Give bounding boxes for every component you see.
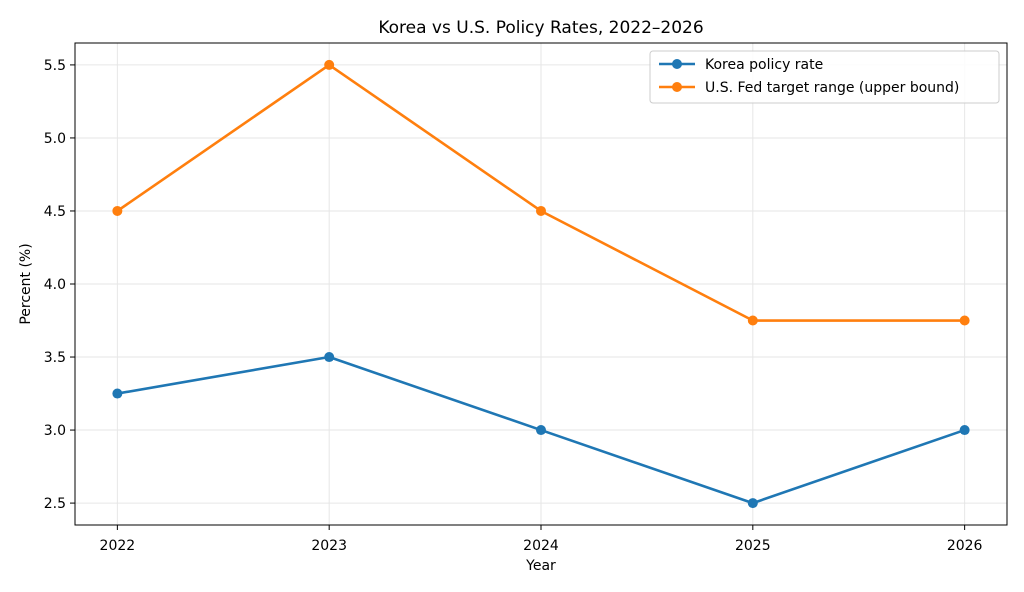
data-point-series-1	[959, 425, 970, 436]
x-tick-label: 2023	[311, 538, 347, 554]
data-point-series-2	[112, 205, 123, 216]
y-tick-label: 3.5	[44, 350, 66, 366]
data-point-series-1	[112, 388, 123, 399]
y-tick-label: 5.0	[44, 131, 66, 147]
data-point-series-1	[747, 498, 758, 509]
y-tick-label: 5.5	[44, 58, 66, 74]
data-point-series-2	[536, 205, 546, 216]
legend-box	[649, 50, 1000, 104]
data-point-series-1	[536, 425, 546, 436]
x-tick-label: 2024	[523, 538, 559, 554]
data-point-series-2	[959, 315, 970, 326]
series-layer	[112, 59, 970, 509]
x-tick-label: 2025	[735, 538, 771, 554]
x-axis-label: Year	[525, 558, 556, 574]
y-axis-label: Percent (%)	[18, 243, 34, 324]
x-tick-label: 2026	[947, 538, 983, 554]
y-tick-label: 2.5	[44, 496, 66, 512]
legend-marker-2	[672, 82, 682, 92]
data-point-series-2	[747, 315, 758, 326]
legend-marker-1	[672, 59, 682, 69]
y-tick-label: 4.0	[44, 277, 66, 293]
tick-layer: 2022 2023 2024 2025 2026 2.5 3.0 3.5 4.0 4.5 5.0 5.…	[44, 58, 983, 554]
data-point-series-1	[324, 352, 335, 363]
grid-layer	[75, 43, 1007, 525]
chart-title: Korea vs U.S. Policy Rates, 2022–2026	[378, 18, 703, 38]
data-point-series-2	[324, 59, 335, 70]
x-tick-label: 2022	[100, 538, 136, 554]
legend-label-2: U.S. Fed target range (upper bound)	[705, 80, 959, 96]
y-tick-label: 3.0	[44, 423, 66, 439]
y-tick-label: 4.5	[44, 204, 66, 220]
legend-label-1: Korea policy rate	[705, 57, 823, 73]
legend: Korea policy rate U.S. Fed target range (…	[649, 50, 1000, 104]
